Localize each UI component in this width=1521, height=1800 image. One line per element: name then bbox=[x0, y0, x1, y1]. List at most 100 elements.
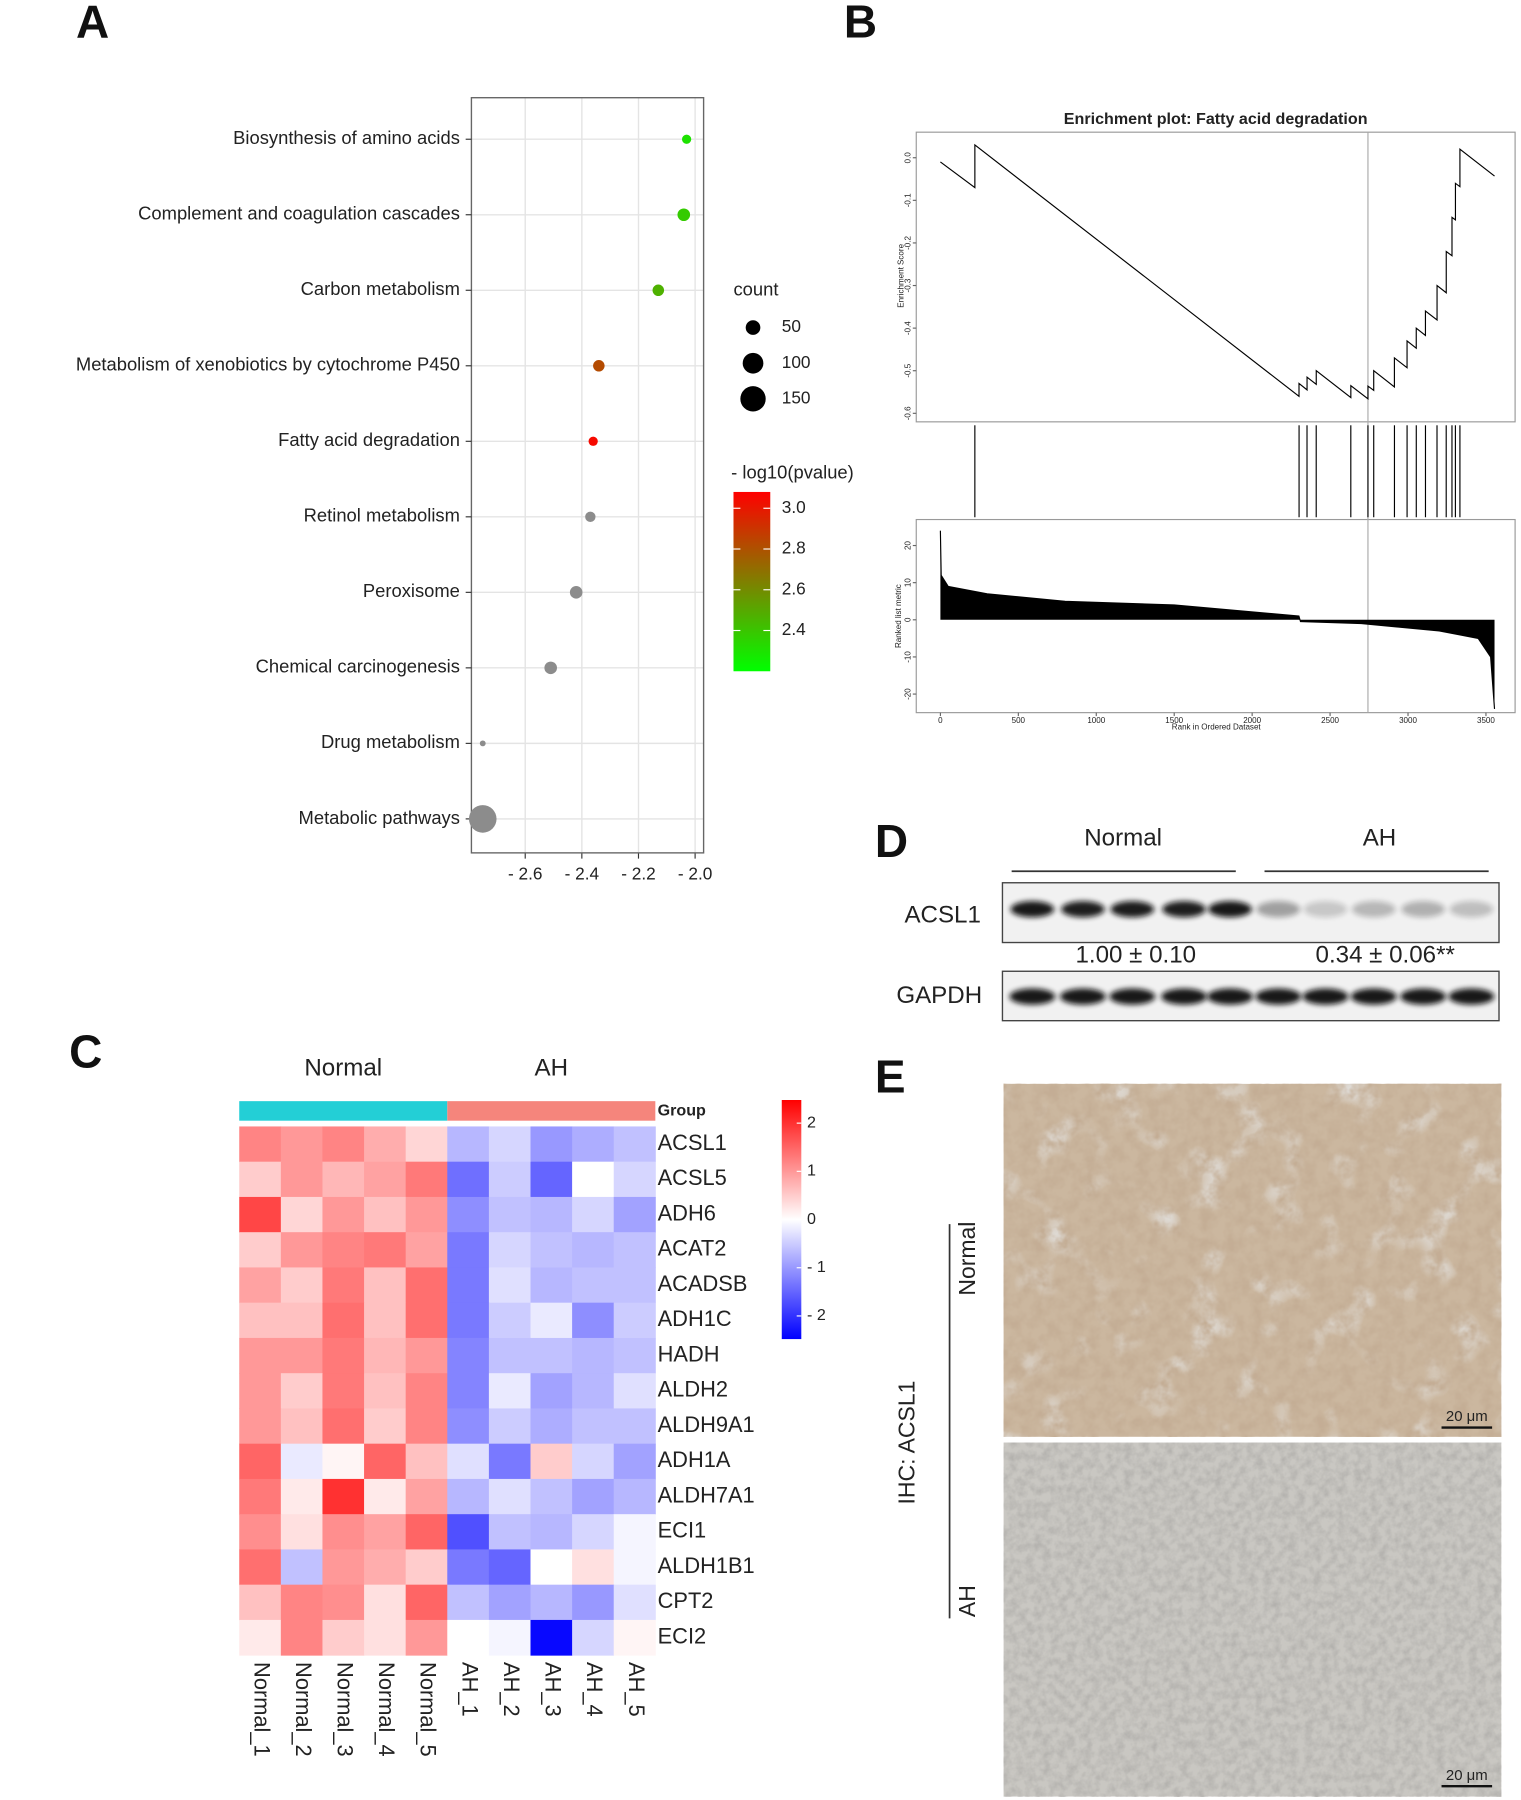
heatmap-cell bbox=[530, 1302, 573, 1339]
quantification: 0.34 ± 0.06** bbox=[1316, 942, 1456, 969]
heatmap-cell bbox=[405, 1514, 448, 1550]
dot bbox=[652, 284, 665, 297]
heatmap-cell bbox=[322, 1549, 365, 1586]
dot bbox=[593, 360, 605, 372]
column-label: AH_1 bbox=[457, 1662, 482, 1717]
heatmap-cell bbox=[405, 1619, 448, 1656]
heatmap-cell bbox=[280, 1196, 323, 1233]
x-tick-label: - 2.0 bbox=[678, 863, 713, 883]
blot-band bbox=[1255, 988, 1302, 1005]
row-label: CPT2 bbox=[658, 1588, 714, 1613]
quantification: 1.00 ± 0.10 bbox=[1076, 942, 1197, 969]
heatmap-cell bbox=[447, 1337, 490, 1374]
heatmap-cell bbox=[239, 1232, 282, 1268]
heatmap-cell bbox=[613, 1514, 656, 1550]
row-label: ACAT2 bbox=[658, 1236, 727, 1261]
heatmap-cell bbox=[364, 1267, 407, 1304]
heatmap-cell bbox=[530, 1161, 573, 1198]
y-tick-label: -0.3 bbox=[903, 278, 912, 292]
y-axis-label: Ranked list metric bbox=[894, 584, 903, 648]
y-tick-label: -0.5 bbox=[903, 363, 912, 377]
heatmap-cell bbox=[280, 1302, 323, 1339]
y-tick-label: -0.1 bbox=[903, 193, 912, 207]
plot-background bbox=[471, 97, 704, 853]
color-tick-label: 2.8 bbox=[782, 538, 806, 558]
heatmap-cell bbox=[239, 1619, 282, 1656]
x-tick-label: - 2.4 bbox=[565, 863, 600, 883]
heatmap-cell bbox=[447, 1267, 490, 1304]
heatmap-cell bbox=[572, 1161, 615, 1198]
heatmap-cell bbox=[364, 1408, 407, 1445]
group-label: Normal bbox=[1084, 824, 1162, 851]
heatmap-cell bbox=[572, 1267, 615, 1304]
x-tick-label: 3000 bbox=[1399, 716, 1417, 725]
heatmap-cell bbox=[572, 1514, 615, 1550]
heatmap-cell bbox=[572, 1126, 615, 1163]
heatmap-cell bbox=[364, 1126, 407, 1163]
row-label: ADH1A bbox=[658, 1447, 731, 1472]
heatmap-cell bbox=[280, 1619, 323, 1656]
heatmap-cell bbox=[530, 1126, 573, 1163]
panel-label: C bbox=[69, 1025, 102, 1077]
heatmap-cell bbox=[488, 1232, 531, 1268]
heatmap-cell bbox=[572, 1196, 615, 1233]
blot-band bbox=[1010, 901, 1055, 918]
heatmap-cell bbox=[613, 1161, 656, 1198]
heatmap-cell bbox=[530, 1196, 573, 1233]
row-label: ADH6 bbox=[658, 1200, 716, 1225]
group-label: AH bbox=[535, 1054, 569, 1081]
heatmap-cell bbox=[322, 1337, 365, 1374]
heatmap-cell bbox=[572, 1232, 615, 1268]
heatmap-cell bbox=[239, 1196, 282, 1233]
row-label: ACSL5 bbox=[658, 1165, 727, 1190]
y-tick-label: -20 bbox=[903, 688, 912, 700]
heatmap-cell bbox=[405, 1549, 448, 1586]
column-label: Normal_1 bbox=[249, 1662, 274, 1757]
heatmap-cell bbox=[405, 1232, 448, 1268]
es-frame bbox=[915, 131, 1516, 423]
heatmap-cell bbox=[364, 1549, 407, 1586]
heatmap-cell bbox=[488, 1126, 531, 1163]
dot bbox=[569, 586, 583, 599]
heatmap-cell bbox=[239, 1514, 282, 1550]
y-tick-label: 20 bbox=[903, 541, 912, 550]
size-legend-label: 150 bbox=[782, 387, 811, 407]
color-tick-label: 1 bbox=[807, 1162, 816, 1180]
x-tick-label: 3500 bbox=[1477, 716, 1495, 725]
panel-label: A bbox=[76, 0, 109, 47]
heatmap-cell bbox=[613, 1196, 656, 1233]
y-tick-label: Peroxisome bbox=[363, 580, 460, 601]
heatmap-cell bbox=[613, 1584, 656, 1621]
heatmap-cell bbox=[530, 1373, 573, 1409]
heatmap-cell bbox=[239, 1337, 282, 1374]
blot-band bbox=[1009, 988, 1056, 1005]
heatmap-cell bbox=[280, 1161, 323, 1198]
y-tick-label: Metabolic pathways bbox=[299, 807, 460, 828]
heatmap-cell bbox=[239, 1584, 282, 1621]
heatmap-cell bbox=[572, 1337, 615, 1374]
heatmap-cell bbox=[613, 1337, 656, 1374]
heatmap-cell bbox=[322, 1161, 365, 1198]
heatmap-cell bbox=[488, 1514, 531, 1550]
row-label: ALDH7A1 bbox=[658, 1482, 755, 1507]
y-axis-label: Enrichment Score bbox=[896, 243, 905, 307]
blot-band bbox=[1059, 988, 1106, 1005]
blot-band bbox=[1110, 901, 1155, 918]
heatmap-cell bbox=[447, 1549, 490, 1586]
heatmap-cell bbox=[364, 1443, 407, 1480]
heatmap-cell bbox=[613, 1549, 656, 1586]
size-legend-title: count bbox=[733, 279, 778, 300]
size-legend-label: 100 bbox=[782, 352, 811, 372]
heatmap-cell bbox=[488, 1478, 531, 1515]
blot-band bbox=[1162, 901, 1206, 918]
heatmap-cell bbox=[364, 1514, 407, 1550]
heatmap-cell bbox=[447, 1408, 490, 1445]
row-label: ADH1C bbox=[658, 1306, 732, 1331]
heatmap-cell bbox=[530, 1408, 573, 1445]
blot-band bbox=[1350, 988, 1397, 1005]
heatmap-cell bbox=[572, 1619, 615, 1656]
heatmap-cell bbox=[322, 1619, 365, 1656]
size-legend-dot bbox=[745, 320, 761, 335]
panel-label: E bbox=[875, 1051, 906, 1103]
